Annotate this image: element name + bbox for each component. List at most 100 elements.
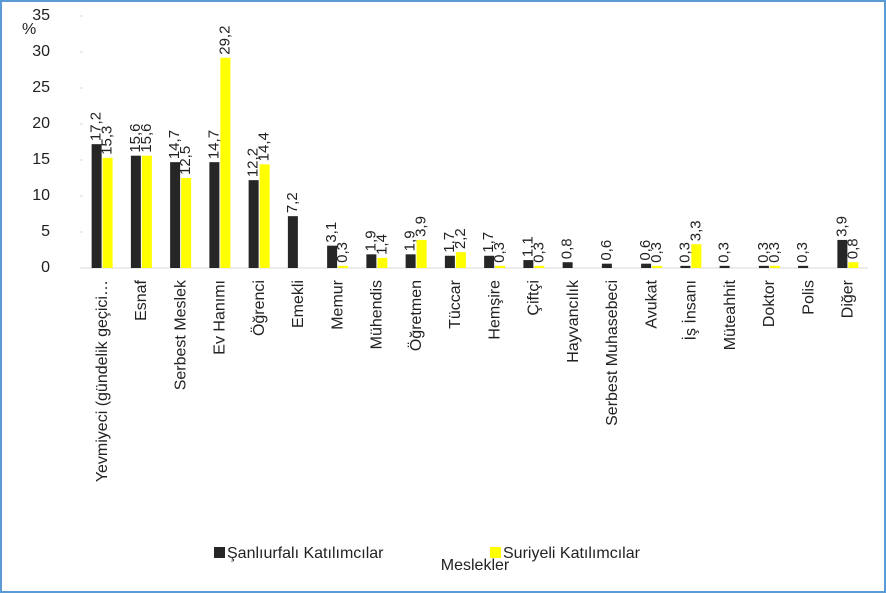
- bar: [259, 164, 270, 268]
- bar: [405, 254, 416, 268]
- value-label: 0,3: [794, 242, 811, 263]
- bar: [287, 216, 298, 268]
- x-tick-label: Çiftçi: [526, 280, 543, 316]
- value-label: 0,6: [598, 240, 615, 261]
- bar: [601, 263, 612, 268]
- bar: [366, 254, 377, 268]
- value-label: 3,9: [413, 216, 430, 237]
- value-label: 1,9: [362, 230, 379, 251]
- bar: [641, 263, 652, 268]
- value-label: 15,3: [99, 126, 116, 155]
- y-tick-label: 5: [41, 223, 50, 240]
- x-tick-label: Diğer: [840, 279, 857, 318]
- value-label: 2,2: [452, 228, 469, 249]
- bar: [170, 162, 181, 268]
- y-tick-label: 0: [41, 259, 50, 276]
- value-label: 14,7: [205, 130, 222, 159]
- value-label: 3,1: [323, 222, 340, 243]
- x-tick-label: Hemşire: [486, 280, 503, 340]
- value-label: 15,6: [138, 123, 155, 152]
- value-label: 12,2: [245, 148, 262, 177]
- x-tick-label: Serbest Meslek: [172, 279, 189, 390]
- x-tick-label: Memur: [329, 279, 346, 329]
- value-label: 0,3: [676, 242, 693, 263]
- value-label: 0,3: [648, 242, 665, 263]
- value-label: 0,8: [559, 238, 576, 259]
- value-label: 0,3: [334, 242, 351, 263]
- bar: [248, 180, 259, 268]
- value-label: 0,3: [766, 242, 783, 263]
- y-tick-label: 15: [32, 151, 50, 168]
- bar: [102, 157, 113, 268]
- x-tick-label: Esnaf: [133, 279, 150, 320]
- x-tick-label: İş İnsanı: [681, 280, 700, 340]
- bar: [562, 262, 573, 268]
- y-axis-title: %: [22, 21, 36, 38]
- bar: [130, 155, 141, 268]
- x-tick-label: Öğretmen: [407, 280, 425, 351]
- bar: [837, 239, 848, 268]
- value-label: 0,3: [716, 242, 733, 263]
- x-tick-label: Polis: [800, 280, 817, 315]
- value-label: 29,2: [216, 26, 233, 55]
- value-label: 1,7: [480, 232, 497, 253]
- x-tick-label: Ev Hanımı: [212, 280, 229, 355]
- legend-swatch: [490, 547, 501, 558]
- x-tick-label: Tüccar: [447, 279, 464, 329]
- value-label: 3,9: [833, 216, 850, 237]
- value-label: 1,7: [441, 232, 458, 253]
- bar: [455, 252, 466, 268]
- x-tick-label: Serbest Muhasebeci: [604, 280, 621, 426]
- y-tick-label: 35: [32, 7, 50, 24]
- bar: [495, 265, 506, 268]
- value-label: 0,3: [491, 242, 508, 263]
- bar: [141, 155, 152, 268]
- value-label: 15,6: [127, 123, 144, 152]
- value-label: 3,3: [687, 220, 704, 241]
- x-axis-title: Meslekler: [441, 557, 510, 574]
- y-tick-label: 10: [32, 187, 50, 204]
- value-label: 0,3: [530, 242, 547, 263]
- value-label: 17,2: [88, 112, 105, 141]
- bar: [220, 57, 231, 269]
- value-label: 12,5: [177, 146, 194, 175]
- y-tick-label: 25: [32, 79, 50, 96]
- bar: [181, 178, 192, 268]
- y-tick-label: 30: [32, 43, 50, 60]
- bar: [848, 262, 859, 268]
- x-tick-label: Müteahhit: [722, 279, 739, 350]
- bar: [444, 255, 455, 268]
- bar: [758, 265, 769, 268]
- x-tick-label: Emekli: [290, 280, 307, 328]
- bar: [377, 257, 388, 268]
- value-label: 1,9: [402, 230, 419, 251]
- bar: [416, 239, 427, 268]
- bar: [484, 255, 495, 268]
- value-label: 0,8: [844, 238, 861, 259]
- value-label: 1,4: [373, 234, 390, 255]
- bar: [691, 244, 702, 268]
- value-label: 7,2: [284, 192, 301, 213]
- x-tick-label: Öğrenci: [250, 280, 268, 336]
- value-label: 1,1: [519, 236, 536, 257]
- legend-label: Şanlıurfalı Katılımcılar: [227, 545, 384, 562]
- value-label: 0,6: [637, 240, 654, 261]
- bar: [798, 265, 809, 268]
- bar: [719, 265, 730, 268]
- value-label: 0,3: [755, 242, 772, 263]
- bar: [338, 265, 349, 268]
- x-tick-label: Hayvancılık: [565, 279, 582, 363]
- bar: [769, 265, 780, 268]
- legend-label: Suriyeli Katılımcılar: [503, 545, 641, 562]
- value-label: 14,7: [166, 130, 183, 159]
- legend-swatch: [214, 547, 225, 558]
- bar: [209, 162, 220, 268]
- x-tick-label: Yevmiyeci (gündelik geçici…: [94, 280, 111, 482]
- x-tick-label: Doktor: [761, 279, 778, 327]
- bar: [327, 245, 338, 268]
- x-tick-label: Avukat: [643, 279, 660, 328]
- bar: [652, 265, 663, 268]
- bar: [680, 265, 691, 268]
